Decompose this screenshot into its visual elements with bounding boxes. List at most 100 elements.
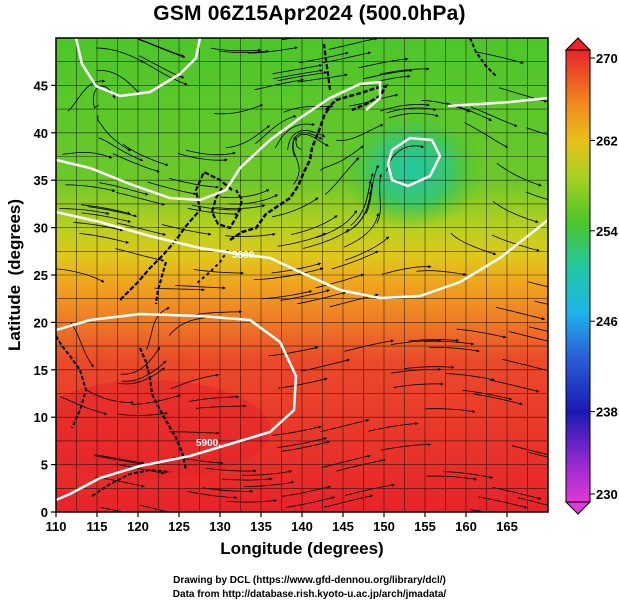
warm-patch	[56, 380, 270, 480]
streamline	[429, 347, 480, 353]
streamline	[188, 395, 240, 402]
colorbar-tick-label: 230	[596, 487, 618, 502]
colorbar-ticks: 230 238 246 254 262 270	[590, 51, 618, 502]
streamline	[501, 358, 548, 373]
y-tick-label: 45	[34, 78, 48, 93]
streamline	[386, 107, 437, 114]
height-contours: 5880. 5900.	[56, 38, 548, 502]
colorbar-tick-label: 262	[596, 133, 618, 148]
colorbar-tick-label: 246	[596, 314, 618, 329]
coast-korea	[210, 187, 244, 230]
streamline	[416, 270, 467, 276]
streamline	[321, 454, 371, 468]
streamline	[115, 463, 165, 475]
x-tick-label: 145	[332, 519, 354, 534]
streamline	[495, 307, 546, 321]
streamline	[175, 285, 226, 290]
streamline	[154, 287, 205, 292]
streamline	[271, 425, 322, 436]
streamline	[65, 184, 116, 192]
streamline	[278, 377, 328, 389]
coast-borneo	[91, 468, 171, 497]
streamline	[450, 232, 497, 256]
contour-5880	[56, 210, 548, 300]
contour-north-arc	[74, 38, 202, 98]
streamline	[170, 373, 219, 390]
streamline	[425, 408, 476, 414]
streamline	[496, 163, 542, 187]
streamline	[388, 112, 439, 119]
streamline	[62, 151, 113, 159]
footer-credit-dcl: Drawing by DCL (https://www.gfd-dennou.o…	[173, 575, 446, 586]
streamline	[508, 331, 548, 342]
streamline	[81, 212, 132, 223]
colorbar-tick-label: 254	[596, 224, 618, 239]
streamline	[191, 310, 243, 316]
streamline	[213, 104, 264, 115]
streamline	[336, 458, 386, 472]
streamline	[376, 173, 383, 224]
streamline	[345, 483, 395, 496]
streamline	[139, 504, 170, 512]
coast-china	[119, 170, 233, 301]
y-axis: 0 5 10 15 20 25 30 35 40 45	[34, 78, 56, 520]
grid-lines	[56, 38, 548, 512]
coastlines	[56, 38, 497, 497]
x-tick-label: 140	[291, 519, 313, 534]
streamline	[462, 389, 513, 401]
streamline	[393, 382, 444, 388]
streamline	[362, 69, 413, 80]
streamline	[525, 191, 548, 200]
y-tick-label: 35	[34, 173, 48, 188]
streamline	[300, 358, 351, 372]
streamline	[161, 224, 212, 236]
colorbar-bottom-cap	[564, 501, 592, 515]
streamline	[187, 208, 238, 216]
streamline	[81, 204, 131, 215]
streamline	[285, 496, 336, 508]
coast-kamchatka	[469, 38, 497, 77]
colorbar: 230 238 246 254 262 270	[564, 37, 618, 515]
contour-label-5880: 5880.	[232, 250, 257, 261]
y-tick-label: 15	[34, 363, 48, 378]
streamline	[142, 61, 188, 86]
plot-area: 5880. 5900.	[55, 37, 549, 513]
footer-credit-data: Data from http://database.rish.kyoto-u.a…	[172, 589, 447, 600]
streamline	[379, 67, 430, 75]
streamline	[320, 419, 370, 433]
streamline	[94, 454, 145, 465]
streamline	[118, 367, 166, 385]
streamline	[210, 47, 262, 52]
streamline	[344, 236, 390, 261]
streamline	[331, 250, 379, 270]
streamline	[280, 289, 330, 301]
streamline	[421, 100, 471, 113]
streamline	[97, 115, 131, 152]
streamline	[60, 396, 108, 415]
streamline	[295, 133, 329, 150]
streamline	[222, 477, 273, 481]
y-axis-title: Latitude (degrees)	[5, 199, 24, 351]
colorbar-top-cap	[564, 37, 592, 51]
streamline	[146, 307, 170, 350]
streamline	[321, 51, 372, 64]
streamline	[254, 78, 304, 91]
x-tick-label: 160	[455, 519, 477, 534]
streamline	[99, 507, 126, 512]
y-tick-label: 10	[34, 410, 48, 425]
streamline	[287, 129, 326, 150]
streamline	[328, 38, 379, 50]
x-axis: 110 115 120 125 130 135 140 145 150 155 160 165	[46, 512, 518, 534]
x-tick-label: 150	[373, 519, 395, 534]
streamline	[268, 346, 319, 357]
streamline	[529, 326, 548, 332]
coast-ryukyu	[195, 249, 229, 285]
y-tick-label: 20	[34, 315, 48, 330]
chart-title: GSM 06Z15Apr2024 (500.0hPa)	[153, 2, 466, 25]
streamline	[218, 49, 270, 53]
y-tick-label: 30	[34, 221, 48, 236]
streamline	[528, 452, 548, 458]
streamline	[136, 38, 185, 57]
field-patches	[56, 110, 482, 480]
